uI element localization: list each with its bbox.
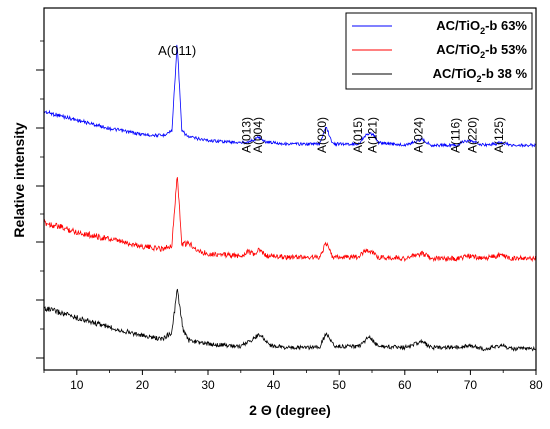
peak-label: A(121)	[366, 117, 380, 153]
x-tick-label: 40	[267, 378, 281, 392]
peak-label: A(116)	[449, 118, 463, 153]
legend-label: AC/TiO2-b 63%	[436, 18, 527, 36]
y-axis-title: Relative intensity	[11, 122, 27, 237]
peak-label: A(004)	[251, 117, 265, 153]
x-tick-label: 70	[464, 378, 478, 392]
legend-label: AC/TiO2-b 53%	[436, 42, 527, 60]
x-tick-label: 50	[333, 378, 347, 392]
x-axis-title: 2 Θ (degree)	[249, 402, 331, 418]
peak-label: A(015)	[351, 117, 365, 153]
peak-label: A(011)	[158, 43, 196, 58]
x-tick-label: 60	[398, 378, 412, 392]
peak-label: A(020)	[315, 117, 329, 153]
x-tick-label: 80	[529, 378, 543, 392]
legend-label: AC/TiO2-b 38 %	[433, 66, 528, 84]
peak-label: A(024)	[412, 117, 426, 153]
legend: AC/TiO2-b 63% AC/TiO2-b 53% AC/TiO2-b 38 %	[345, 12, 533, 90]
x-tick-label: 20	[136, 378, 150, 392]
plot-frame	[43, 7, 537, 371]
x-tick-label: 30	[201, 378, 215, 392]
series-line-1	[43, 44, 537, 148]
x-tick-label: 10	[70, 378, 84, 392]
spectra-group	[43, 44, 537, 352]
peak-label: A(125)	[492, 117, 506, 153]
series-line-3	[43, 288, 537, 352]
peak-annotations: A(011) A(013)A(004) A(020) A(015) A(121) A(02…	[158, 43, 506, 153]
series-line-2	[43, 177, 537, 263]
peak-label: A(220)	[465, 117, 479, 153]
y-axis-ticks	[36, 40, 44, 359]
x-axis: 10 20 30 40 50 60 70 80	[43, 370, 543, 392]
peak-label: A(013)	[239, 117, 253, 153]
